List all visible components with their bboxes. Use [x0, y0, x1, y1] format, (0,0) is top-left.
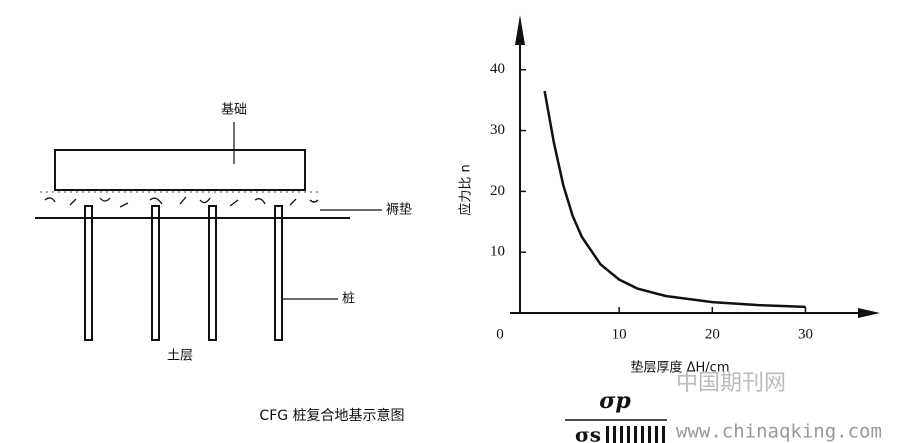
y-tick-label: 40	[490, 61, 505, 77]
cushion-label: 褥垫	[386, 202, 412, 218]
y-tick-label: 10	[490, 244, 505, 260]
foundation-label: 基础	[221, 103, 247, 118]
y-tick-label: 20	[490, 183, 505, 199]
bar-pattern	[606, 426, 665, 443]
foundation-block	[54, 149, 306, 191]
pile	[208, 205, 217, 341]
watermark-url: www.chinaqking.com	[676, 421, 882, 443]
pile	[151, 205, 160, 341]
y-tick-label: 30	[490, 122, 505, 138]
pile	[84, 205, 93, 341]
data-line	[543, 90, 806, 309]
formula-numerator: σp	[599, 388, 631, 414]
x-tick-label: 20	[705, 326, 720, 342]
x-axis-label: 垫层厚度 ΔH/cm	[631, 360, 730, 376]
x-axis-arrow	[858, 308, 880, 318]
x-tick-label: 0	[496, 326, 504, 342]
composite-foundation-diagram	[35, 122, 382, 341]
formula-denominator: σs	[575, 423, 601, 443]
watermark-name: 中国期刊网	[676, 371, 786, 396]
pile	[274, 205, 283, 341]
soil-label: 土层	[167, 349, 193, 364]
caption: CFG 桩复合地基示意图	[259, 407, 404, 424]
cushion-gravel	[44, 196, 319, 208]
pile-label: 桩	[342, 292, 355, 307]
x-tick-label: 10	[612, 326, 627, 342]
y-axis-arrow	[515, 15, 525, 45]
y-axis-label: 应力比 n	[458, 164, 474, 215]
x-tick-label: 30	[798, 326, 813, 342]
